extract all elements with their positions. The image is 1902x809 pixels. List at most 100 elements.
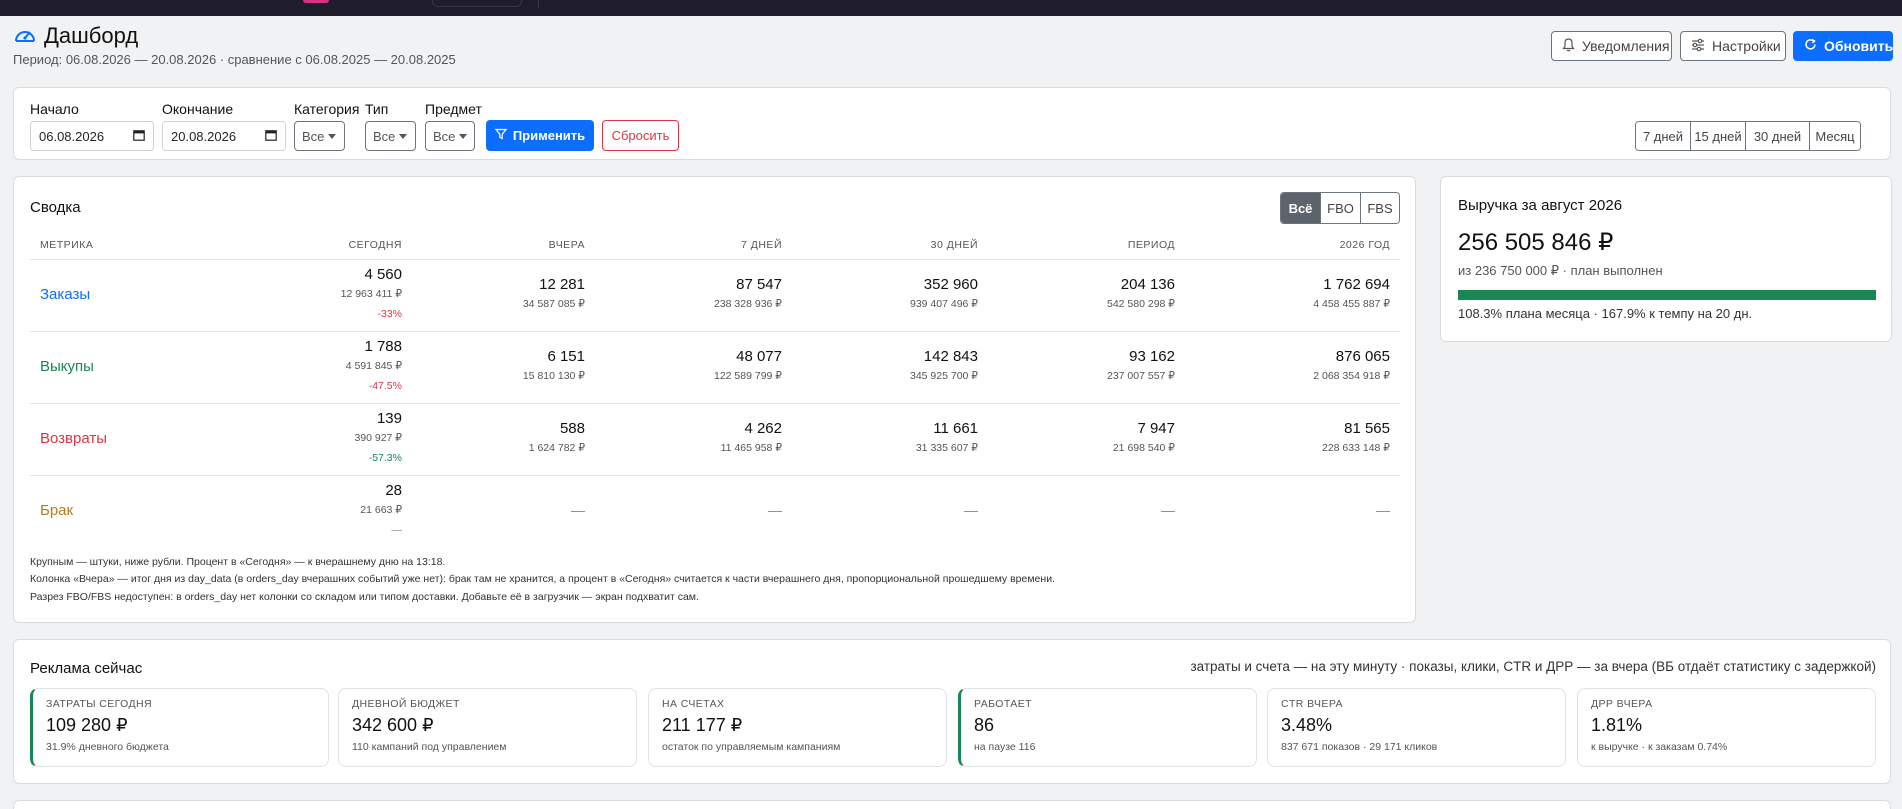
ad-kpi-card: НА СЧЕТАХ 211 177 ₽ остаток по управляемым… — [648, 688, 947, 767]
range-15-days-button[interactable]: 15 дней — [1691, 122, 1746, 150]
category-value: Все — [302, 128, 325, 144]
cell-qty: 1 762 694 — [1323, 276, 1390, 293]
toggle-fbo-button[interactable]: FBO — [1321, 193, 1361, 223]
end-date-input[interactable]: 20.08.2026 — [162, 121, 286, 151]
category-label: Категория — [294, 101, 360, 117]
metric-name: Возвраты — [40, 430, 108, 447]
fulfillment-toggle: Всё FBO FBS — [1280, 192, 1400, 224]
kpi-value: 211 177 ₽ — [662, 715, 743, 735]
cell-rub: 4 458 455 887 ₽ — [1313, 298, 1390, 310]
toggle-all-button[interactable]: Всё — [1281, 193, 1321, 223]
app-logo-accent — [303, 0, 329, 3]
kpi-label: ДНЕВНОЙ БЮДЖЕТ — [352, 698, 460, 710]
revenue-plan-text: из 236 750 000 ₽ · план выполнен — [1458, 263, 1663, 278]
notifications-button[interactable]: Уведомления — [1551, 31, 1672, 61]
today-qty: 1 788 — [364, 338, 402, 355]
empty-cell: — — [964, 502, 978, 518]
today-qty: 28 — [385, 482, 402, 499]
ad-kpi-card: ДРР ВЧЕРА 1.81% к выручке · к заказам 0.74… — [1577, 688, 1876, 767]
range-30-days-button[interactable]: 30 дней — [1746, 122, 1810, 150]
today-change: -47.5% — [368, 380, 402, 392]
table-divider — [30, 403, 1400, 404]
calendar-icon[interactable] — [265, 129, 277, 144]
cell-qty: 87 547 — [736, 276, 782, 293]
kpi-label: ДРР ВЧЕРА — [1591, 698, 1653, 710]
funnel-icon — [494, 128, 508, 143]
cell-rub: 15 810 130 ₽ — [522, 370, 585, 382]
range-7-days-button[interactable]: 7 дней — [1636, 122, 1691, 150]
empty-cell: — — [1161, 502, 1175, 518]
table-divider — [30, 259, 1400, 260]
today-change: -57.3% — [368, 452, 402, 464]
today-rub: 21 663 ₽ — [360, 504, 402, 516]
top-nav-pill[interactable] — [432, 0, 522, 7]
start-date-value: 06.08.2026 — [39, 128, 105, 144]
cell-rub: 1 624 782 ₽ — [528, 442, 585, 454]
kpi-value: 3.48% — [1281, 715, 1333, 735]
revenue-progress-bar — [1458, 290, 1876, 300]
end-date-label: Окончание — [162, 101, 234, 117]
refresh-button[interactable]: Обновить — [1793, 31, 1893, 61]
table-divider — [30, 475, 1400, 476]
start-date-input[interactable]: 06.08.2026 — [30, 121, 154, 151]
today-rub: 390 927 ₽ — [354, 432, 402, 444]
type-value: Все — [373, 128, 396, 144]
kpi-subtext: остаток по управляемым кампаниям — [662, 741, 841, 753]
cell-qty: 81 565 — [1344, 420, 1390, 437]
cell-rub: 21 698 540 ₽ — [1112, 442, 1175, 454]
column-header: ВЧЕРА — [548, 239, 585, 251]
speedometer-icon — [13, 25, 37, 48]
today-qty: 4 560 — [364, 266, 402, 283]
metric-name: Выкупы — [40, 358, 94, 375]
today-rub: 12 963 411 ₽ — [340, 288, 402, 300]
summary-note: Крупным — штуки, ниже рубли. Процент в «… — [30, 556, 446, 568]
kpi-value: 86 — [974, 715, 995, 735]
column-header: 30 ДНЕЙ — [930, 239, 978, 251]
kpi-value: 342 600 ₽ — [352, 715, 434, 735]
cell-qty: 876 065 — [1335, 348, 1390, 365]
summary-note: Разрез FBO/FBS недоступен: в orders_day … — [30, 591, 699, 603]
notifications-label: Уведомления — [1582, 38, 1670, 54]
ad-kpi-card: ДНЕВНОЙ БЮДЖЕТ 342 600 ₽ 110 кампаний под … — [338, 688, 637, 767]
empty-cell: — — [1376, 502, 1390, 518]
top-app-bar — [0, 0, 1902, 16]
kpi-subtext: 837 671 показов · 29 171 кликов — [1281, 741, 1438, 753]
reset-button[interactable]: Сбросить — [602, 120, 679, 151]
cell-rub: 345 925 700 ₽ — [910, 370, 978, 382]
column-header: СЕГОДНЯ — [348, 239, 402, 251]
kpi-value: 109 280 ₽ — [46, 715, 128, 735]
category-select[interactable]: Все — [294, 121, 345, 151]
cell-qty: 48 077 — [736, 348, 782, 365]
cell-qty: 6 151 — [547, 348, 585, 365]
apply-button[interactable]: Применить — [486, 120, 594, 151]
ad-kpi-card: РАБОТАЕТ 86 на паузе 116 — [958, 688, 1257, 767]
cell-qty: 4 262 — [744, 420, 782, 437]
kpi-subtext: 110 кампаний под управлением — [352, 741, 507, 753]
revenue-title: Выручка за август 2026 — [1458, 197, 1623, 214]
cell-qty: 93 162 — [1129, 348, 1175, 365]
revenue-value: 256 505 846 ₽ — [1458, 229, 1614, 256]
column-header: ПЕРИОД — [1127, 239, 1175, 251]
type-select[interactable]: Все — [365, 121, 416, 151]
toggle-fbs-button[interactable]: FBS — [1361, 193, 1399, 223]
cell-qty: 352 960 — [923, 276, 978, 293]
cell-rub: 11 465 958 ₽ — [720, 442, 782, 454]
calendar-icon[interactable] — [133, 129, 145, 144]
next-card — [13, 800, 1891, 809]
ad-kpi-card: ЗАТРАТЫ СЕГОДНЯ 109 280 ₽ 31.9% дневного б… — [30, 688, 329, 767]
subject-value: Все — [433, 128, 456, 144]
revenue-pace-text: 108.3% плана месяца · 167.9% к темпу на … — [1458, 306, 1753, 321]
column-header: 7 ДНЕЙ — [740, 239, 782, 251]
subject-select[interactable]: Все — [425, 121, 475, 151]
kpi-label: НА СЧЕТАХ — [662, 698, 725, 710]
cell-rub: 238 328 936 ₽ — [714, 298, 782, 310]
cell-qty: 204 136 — [1120, 276, 1175, 293]
end-date-value: 20.08.2026 — [171, 128, 237, 144]
settings-button[interactable]: Настройки — [1680, 31, 1786, 61]
ad-kpi-card: CTR ВЧЕРА 3.48% 837 671 показов · 29 171 к… — [1267, 688, 1566, 767]
cell-rub: 228 633 148 ₽ — [1322, 442, 1390, 454]
range-month-button[interactable]: Месяц — [1810, 122, 1860, 150]
refresh-label: Обновить — [1824, 38, 1894, 54]
top-divider — [538, 0, 539, 8]
column-header: 2026 ГОД — [1339, 239, 1390, 251]
